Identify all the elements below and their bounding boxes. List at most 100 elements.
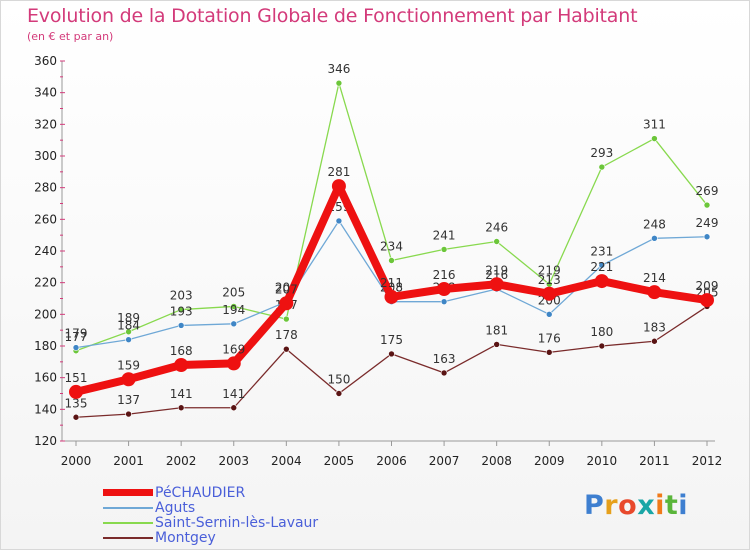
data-point — [69, 384, 83, 399]
data-label: 207 — [275, 282, 298, 296]
data-point — [545, 311, 553, 318]
data-point — [489, 277, 504, 292]
data-label: 137 — [117, 393, 140, 407]
data-label: 194 — [222, 303, 245, 317]
data-label: 150 — [327, 373, 350, 387]
data-point — [72, 413, 80, 421]
legend-swatch — [103, 507, 153, 509]
y-tick-label: 160 — [34, 371, 57, 385]
data-label: 249 — [696, 216, 719, 230]
y-tick-label: 360 — [34, 54, 57, 68]
data-point — [651, 337, 658, 345]
y-tick-label: 260 — [34, 212, 57, 226]
data-point — [283, 345, 290, 353]
x-tick-label: 2006 — [376, 454, 407, 468]
x-tick-label: 2000 — [61, 454, 92, 468]
data-point — [230, 404, 238, 412]
y-tick-label: 140 — [34, 402, 57, 416]
data-point — [388, 350, 395, 358]
data-point — [703, 201, 711, 209]
data-point — [335, 79, 343, 87]
data-label: 269 — [696, 184, 719, 198]
data-point — [388, 257, 395, 264]
data-point — [647, 285, 662, 300]
data-label: 219 — [538, 263, 561, 277]
data-point — [279, 296, 294, 311]
data-label: 141 — [222, 387, 245, 401]
x-tick-label: 2011 — [639, 454, 670, 468]
x-tick-label: 2005 — [324, 454, 355, 468]
legend-swatch — [103, 522, 153, 524]
data-point — [177, 404, 185, 412]
data-label: 211 — [380, 276, 403, 290]
logo-letter: r — [604, 490, 619, 521]
data-point — [177, 322, 185, 329]
data-point — [598, 261, 606, 269]
data-point — [542, 286, 557, 301]
legend-swatch — [103, 489, 153, 496]
data-point — [493, 341, 500, 348]
x-tick-label: 2003 — [218, 454, 249, 468]
data-label: 178 — [275, 328, 298, 342]
data-label: 248 — [643, 217, 666, 231]
data-label: 135 — [65, 396, 88, 410]
data-point — [331, 179, 346, 194]
logo-letter: x — [637, 490, 656, 521]
data-label: 189 — [117, 311, 140, 325]
data-label: 180 — [590, 325, 613, 339]
x-tick-label: 2007 — [429, 454, 460, 468]
data-label: 159 — [117, 358, 140, 372]
data-label: 281 — [327, 165, 350, 179]
data-label: 183 — [643, 320, 666, 334]
data-point — [230, 320, 238, 328]
x-tick-label: 2004 — [271, 454, 302, 468]
y-tick-label: 340 — [34, 86, 57, 100]
data-label: 241 — [433, 228, 456, 242]
data-label: 203 — [170, 289, 193, 303]
data-point — [594, 274, 609, 289]
data-label: 163 — [433, 352, 456, 366]
data-point — [384, 289, 399, 304]
y-tick-label: 220 — [34, 276, 57, 290]
data-label: 177 — [65, 330, 88, 344]
data-label: 213 — [538, 273, 561, 287]
y-tick-label: 200 — [34, 307, 57, 321]
data-point — [700, 293, 714, 308]
data-point — [283, 315, 290, 323]
y-tick-label: 280 — [34, 181, 57, 195]
data-point — [121, 372, 136, 387]
data-label: 175 — [380, 333, 403, 347]
logo-letter: t — [664, 490, 679, 521]
y-tick-label: 120 — [34, 434, 57, 448]
data-label: 205 — [222, 285, 245, 299]
data-label: 179 — [65, 327, 88, 341]
data-point — [440, 298, 448, 305]
data-point — [437, 282, 452, 296]
data-point — [440, 246, 448, 253]
y-tick-label: 240 — [34, 244, 57, 258]
data-label: 346 — [327, 62, 350, 76]
data-point — [125, 336, 132, 343]
chart-title: Evolution de la Dotation Globale de Fonc… — [27, 5, 638, 27]
legend-label: Montgey — [155, 530, 216, 546]
data-point — [174, 358, 189, 372]
data-label: 221 — [590, 260, 613, 274]
data-label: 311 — [643, 118, 666, 132]
data-label: 216 — [485, 268, 508, 282]
data-label: 219 — [485, 263, 508, 277]
logo-letter: P — [584, 490, 605, 521]
data-point — [598, 342, 606, 350]
data-label: 293 — [590, 146, 613, 160]
data-label: 209 — [696, 279, 719, 293]
data-label: 176 — [538, 331, 561, 345]
x-tick-label: 2012 — [692, 454, 723, 468]
data-point — [177, 306, 185, 313]
data-label: 181 — [485, 323, 508, 337]
data-label: 193 — [170, 304, 193, 318]
data-point — [230, 303, 238, 310]
data-point — [335, 390, 343, 397]
data-label: 168 — [170, 344, 193, 358]
data-label: 234 — [380, 240, 403, 254]
